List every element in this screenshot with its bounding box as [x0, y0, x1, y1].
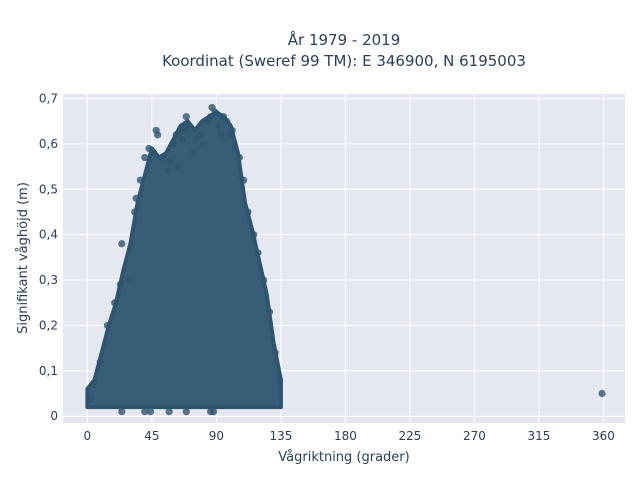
data-point [271, 349, 279, 357]
x-axis-title: Vågriktning (grader) [278, 450, 409, 465]
y-tick-labels: 0 0,1 0,2 0,3 0,4 0,5 0,6 0,7 [39, 92, 58, 424]
data-point [146, 408, 155, 416]
data-point [209, 408, 218, 416]
data-point [217, 131, 225, 139]
data-point [260, 276, 268, 284]
data-point [598, 389, 606, 398]
data-point [174, 163, 182, 171]
data-point [222, 117, 231, 125]
data-point [182, 408, 190, 416]
data-point [126, 276, 134, 284]
data-point [182, 113, 190, 121]
data-point [166, 158, 175, 166]
data-point [136, 176, 145, 184]
data-point [103, 321, 112, 330]
y-tick-label: 0,2 [39, 318, 58, 332]
data-point [197, 131, 205, 139]
data-point [111, 299, 119, 307]
x-tick-label: 360 [592, 429, 615, 443]
data-point [250, 231, 258, 239]
data-point [178, 135, 186, 143]
y-tick-label: 0,6 [39, 137, 58, 151]
data-point [132, 194, 140, 202]
data-point [228, 126, 236, 134]
data-point [231, 144, 239, 153]
data-point [149, 149, 157, 157]
data-point [181, 126, 189, 134]
x-tick-label: 180 [334, 429, 357, 443]
data-point [154, 131, 162, 139]
data-point [254, 249, 262, 257]
y-axis-title: Signifikant våghöjd (m) [16, 182, 31, 334]
data-point [158, 153, 166, 162]
data-point [141, 408, 149, 416]
data-point [199, 140, 208, 148]
data-point [211, 108, 219, 116]
data-point [235, 153, 243, 162]
y-tick-label: 0,1 [39, 364, 58, 378]
data-point [169, 140, 177, 148]
data-point [116, 280, 124, 289]
data-point [240, 176, 248, 184]
x-tick-label: 315 [528, 429, 551, 443]
chart-title-line2: Koordinat (Sweref 99 TM): E 346900, N 61… [162, 52, 526, 70]
data-point [96, 358, 104, 366]
data-point [86, 394, 94, 402]
data-point [207, 113, 215, 121]
y-tick-label: 0,3 [39, 273, 58, 287]
data-point [164, 167, 172, 175]
y-tick-label: 0 [50, 409, 58, 423]
data-point [214, 122, 222, 130]
data-point [192, 135, 200, 143]
data-point [172, 131, 180, 139]
data-point [165, 408, 173, 416]
data-point [131, 208, 139, 216]
data-point [118, 240, 126, 248]
x-tick-label: 135 [269, 429, 292, 443]
x-tick-label: 270 [463, 429, 486, 443]
data-point [189, 149, 198, 157]
data-point [244, 208, 252, 216]
data-point [275, 376, 284, 384]
x-tick-label: 45 [144, 429, 159, 443]
x-tick-label: 0 [84, 429, 92, 443]
y-tick-label: 0,7 [39, 92, 58, 106]
data-point [265, 308, 274, 316]
x-tick-label: 90 [209, 429, 224, 443]
x-tick-labels: 0 45 90 135 180 225 270 315 360 [84, 429, 615, 443]
x-tick-label: 225 [398, 429, 421, 443]
data-point [141, 153, 149, 162]
data-point [145, 144, 153, 153]
chart-title-line1: År 1979 - 2019 [288, 30, 401, 49]
data-point [118, 408, 126, 416]
data-point [185, 122, 193, 130]
data-point [90, 380, 99, 389]
scatter-points [85, 104, 606, 416]
y-tick-label: 0,4 [39, 228, 58, 242]
y-tick-label: 0,5 [39, 182, 58, 196]
